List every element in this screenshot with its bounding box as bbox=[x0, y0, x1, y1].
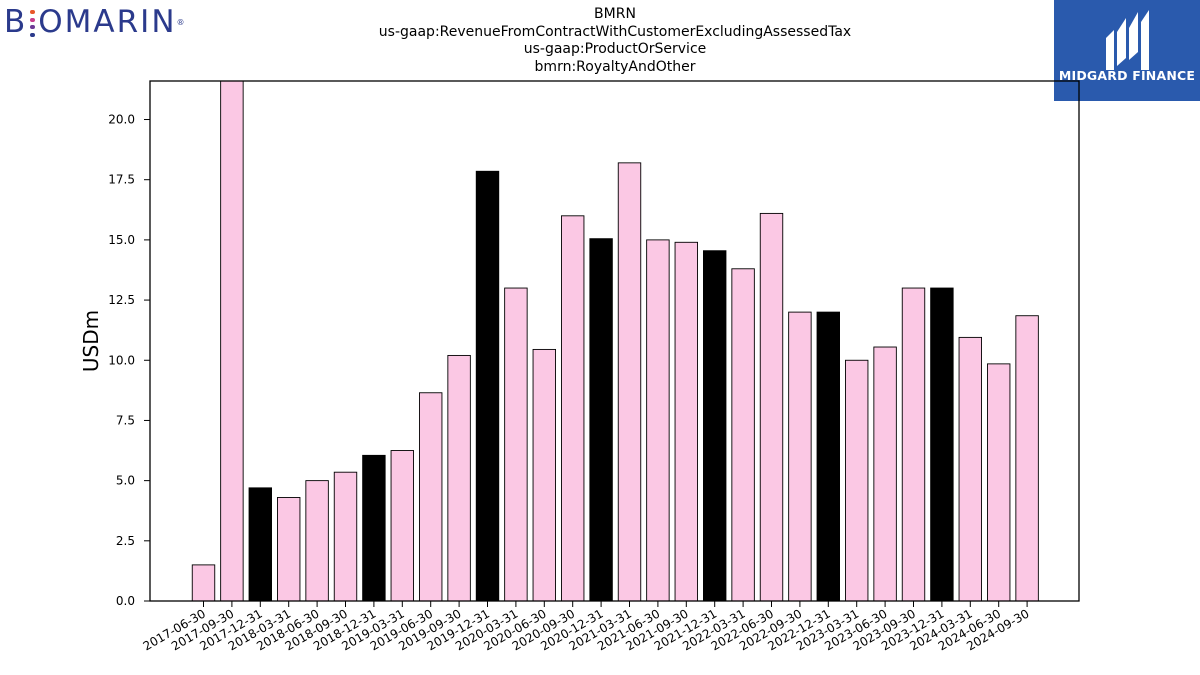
bar-2019-12-31 bbox=[475, 170, 500, 602]
logo-letters-rest: OMARIN bbox=[38, 4, 177, 40]
bar-2022-09-30 bbox=[788, 311, 812, 602]
chart-title-block: BMRN us-gaap:RevenueFromContractWithCust… bbox=[315, 6, 915, 76]
bar-2021-09-30 bbox=[674, 241, 698, 602]
y-tick-label: 20.0 bbox=[108, 113, 135, 127]
midgard-finance-text: MIDGARD FINANCE bbox=[1058, 68, 1196, 83]
x-axis-ticks: 2017-06-302017-09-302017-12-312018-03-31… bbox=[141, 601, 1032, 653]
bar-2021-06-30 bbox=[646, 239, 670, 602]
y-tick-label: 2.5 bbox=[116, 534, 135, 548]
y-tick-label: 17.5 bbox=[108, 173, 135, 187]
bars-group bbox=[191, 80, 1039, 602]
y-axis-ticks: 0.0 2.5 5.0 7.5 10.0 12.5 15.0 17.5 20.0 bbox=[108, 113, 150, 608]
bar-2021-12-31 bbox=[703, 250, 727, 602]
bar-2024-09-30 bbox=[1015, 315, 1039, 602]
bar-2023-06-30 bbox=[873, 346, 897, 602]
bar-2019-06-30 bbox=[419, 392, 443, 602]
y-tick-label: 0.0 bbox=[116, 594, 135, 608]
logo-dots-icon bbox=[30, 10, 36, 37]
chart-title-concept: us-gaap:RevenueFromContractWithCustomerE… bbox=[378, 23, 852, 40]
bar-2020-09-30 bbox=[561, 215, 585, 602]
bar-2017-06-30 bbox=[191, 564, 216, 602]
bar-2018-03-31 bbox=[277, 497, 301, 602]
midgard-m-icon bbox=[1106, 10, 1149, 70]
logo-letter-b: B bbox=[4, 4, 28, 40]
y-tick-label: 10.0 bbox=[108, 353, 135, 367]
bar-2017-12-31 bbox=[248, 487, 273, 602]
bar-2023-09-30 bbox=[901, 287, 926, 602]
bar-2018-06-30 bbox=[305, 480, 329, 602]
bar-2023-12-31 bbox=[930, 287, 954, 602]
bar-2017-09-30 bbox=[220, 80, 244, 602]
chart-title-member: bmrn:RoyaltyAndOther bbox=[534, 58, 696, 75]
bar-2021-03-31 bbox=[617, 162, 642, 602]
bar-2022-06-30 bbox=[759, 212, 784, 602]
registered-mark: ® bbox=[176, 17, 185, 27]
plot-frame bbox=[149, 80, 1080, 602]
chart-title-axis: us-gaap:ProductOrService bbox=[523, 41, 707, 57]
bar-2023-03-31 bbox=[845, 359, 869, 602]
biomarin-logo: B OMARIN ® bbox=[4, 2, 185, 42]
bar-2020-03-31 bbox=[504, 287, 528, 602]
y-tick-label: 5.0 bbox=[116, 474, 135, 488]
bar-2024-06-30 bbox=[987, 363, 1011, 602]
bar-2022-12-31 bbox=[816, 311, 840, 602]
bar-2020-12-31 bbox=[589, 238, 613, 602]
y-tick-label: 15.0 bbox=[108, 233, 135, 247]
bar-2018-12-31 bbox=[362, 454, 386, 602]
bar-2019-03-31 bbox=[390, 450, 414, 602]
bar-2018-09-30 bbox=[333, 471, 358, 602]
biomarin-wordmark: B OMARIN bbox=[4, 5, 177, 39]
chart-title-ticker: BMRN bbox=[594, 6, 636, 22]
bar-2024-03-31 bbox=[958, 336, 982, 602]
bar-2020-06-30 bbox=[532, 348, 556, 602]
y-axis-label: USDm bbox=[79, 310, 103, 372]
y-tick-label: 7.5 bbox=[116, 413, 135, 427]
bar-2019-09-30 bbox=[447, 354, 471, 602]
bar-2022-03-31 bbox=[731, 268, 755, 602]
midgard-finance-logo: MIDGARD FINANCE bbox=[1054, 0, 1200, 101]
y-tick-label: 12.5 bbox=[108, 293, 135, 307]
